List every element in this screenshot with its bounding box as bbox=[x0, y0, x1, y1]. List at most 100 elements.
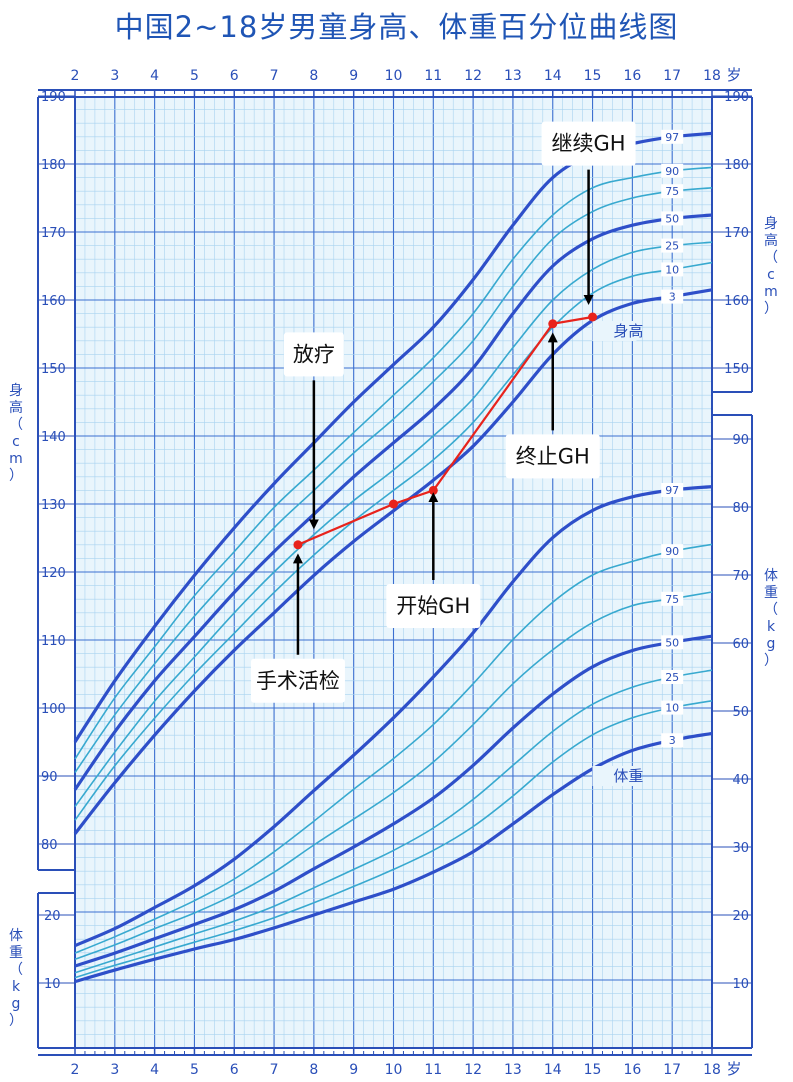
weight-curve-label-bg bbox=[661, 544, 684, 559]
weight-curve-label-bg bbox=[661, 635, 684, 650]
x-bottom-tick-label: 18 bbox=[703, 1062, 721, 1078]
height-left-tick-label: 190 bbox=[41, 90, 66, 105]
height-left-tick-label: 140 bbox=[41, 430, 66, 445]
weight-curve-label-bg bbox=[661, 591, 684, 606]
x-top-tick-label: 9 bbox=[349, 68, 358, 84]
patient-point bbox=[428, 485, 438, 495]
x-top-tick-label: 10 bbox=[385, 68, 403, 84]
x-bottom-tick-label: 5 bbox=[190, 1062, 199, 1078]
patient-point bbox=[293, 540, 303, 550]
annotation-box bbox=[283, 332, 344, 377]
x-top-tick-label: 5 bbox=[190, 68, 199, 84]
weight-curve-p75 bbox=[74, 591, 713, 960]
weight-curve-label-p3: 3 bbox=[669, 734, 676, 747]
annotation-box bbox=[250, 658, 345, 703]
height-right-tick-label: 190 bbox=[724, 90, 749, 105]
height-curve-label-p97: 97 bbox=[665, 131, 679, 144]
weight-axis-title-right: 体重（ k g） bbox=[764, 568, 778, 669]
weight-curve-p50 bbox=[74, 634, 713, 968]
weight-curve-label-p50: 50 bbox=[665, 636, 679, 649]
x-bottom-tick-label: 17 bbox=[663, 1062, 681, 1078]
height-left-tick-label: 130 bbox=[41, 498, 66, 513]
weight-curve-label-p97: 97 bbox=[665, 484, 679, 497]
weight-right-tick-label: 80 bbox=[732, 501, 749, 516]
weight-curve-p3 bbox=[74, 731, 713, 984]
x-top-tick-label: 12 bbox=[464, 68, 482, 84]
height-curve-label-bg bbox=[661, 289, 684, 304]
x-bottom-tick-label: 11 bbox=[424, 1062, 442, 1078]
x-bottom-tick-label: 6 bbox=[230, 1062, 239, 1078]
height-curve-p50 bbox=[73, 213, 713, 791]
height-curve-label-p25: 25 bbox=[665, 240, 679, 253]
annotation-label: 开始GH bbox=[396, 594, 470, 618]
height-right-tick-label: 160 bbox=[724, 294, 749, 309]
height-curve-label-p3: 3 bbox=[669, 291, 676, 304]
x-top-unit-label: 岁 bbox=[726, 66, 741, 84]
weight-curve-p90 bbox=[74, 543, 713, 954]
x-top-tick-label: 2 bbox=[71, 68, 80, 84]
x-top-tick-label: 7 bbox=[270, 68, 279, 84]
chart-title: 中国2~18岁男童身高、体重百分位曲线图 bbox=[114, 10, 679, 44]
x-bottom-unit-label: 岁 bbox=[726, 1060, 741, 1078]
height-left-tick-label: 180 bbox=[41, 158, 66, 173]
x-top-tick-label: 15 bbox=[584, 68, 602, 84]
height-set-label-bg bbox=[592, 321, 637, 341]
x-top-tick-label: 16 bbox=[623, 68, 641, 84]
x-bottom-tick-label: 9 bbox=[349, 1062, 358, 1078]
weight-curve-label-p75: 75 bbox=[665, 593, 679, 606]
height-left-tick-label: 90 bbox=[41, 770, 58, 785]
weight-curve-p10 bbox=[74, 700, 713, 979]
x-bottom-tick-label: 3 bbox=[110, 1062, 119, 1078]
x-bottom-tick-label: 13 bbox=[504, 1062, 522, 1078]
height-curve-p3 bbox=[73, 288, 713, 835]
annotation-label: 继续GH bbox=[552, 132, 626, 156]
patient-point bbox=[548, 319, 558, 329]
weight-curve-label-bg bbox=[661, 670, 684, 684]
weight-set-label-bg bbox=[592, 766, 637, 786]
annotation-label: 放疗 bbox=[293, 342, 335, 366]
height-right-tick-label: 170 bbox=[724, 226, 749, 241]
weight-left-tick-label: 10 bbox=[44, 977, 61, 992]
height-axis-title-right: 身高（ c m） bbox=[764, 216, 778, 317]
weight-curve-label-p25: 25 bbox=[665, 671, 679, 684]
height-curve-label-bg bbox=[661, 184, 684, 199]
height-left-tick-label: 120 bbox=[41, 566, 66, 581]
height-curve-label-p10: 10 bbox=[665, 263, 679, 276]
weight-right-tick-label: 10 bbox=[732, 977, 749, 992]
weight-curve-p97 bbox=[74, 485, 713, 948]
height-curve-p75 bbox=[74, 187, 713, 774]
weight-right-tick-label: 60 bbox=[732, 637, 749, 652]
height-curve-p90 bbox=[74, 166, 713, 760]
height-axis-title-left: 身高（ c m） bbox=[9, 383, 23, 484]
height-curve-label-bg bbox=[661, 129, 684, 144]
height-curve-label-p75: 75 bbox=[665, 185, 679, 198]
x-bottom-tick-label: 2 bbox=[71, 1062, 80, 1078]
x-bottom-tick-label: 7 bbox=[270, 1062, 279, 1078]
height-left-tick-label: 80 bbox=[41, 838, 58, 853]
weight-right-tick-label: 40 bbox=[732, 773, 749, 788]
weight-right-tick-label: 30 bbox=[732, 841, 749, 856]
x-top-tick-label: 6 bbox=[230, 68, 239, 84]
annotation-label: 手术活检 bbox=[256, 669, 340, 693]
x-bottom-tick-label: 15 bbox=[584, 1062, 602, 1078]
annotation-box bbox=[505, 434, 600, 479]
x-bottom-tick-label: 8 bbox=[309, 1062, 318, 1078]
weight-axis-title-left: 体重（ k g） bbox=[9, 928, 23, 1029]
height-curve-p25 bbox=[74, 241, 713, 808]
weight-right-tick-label: 90 bbox=[732, 433, 749, 448]
x-bottom-tick-label: 12 bbox=[464, 1062, 482, 1078]
annotation-box bbox=[541, 121, 636, 166]
patient-point bbox=[588, 312, 598, 322]
height-curve-label-bg bbox=[661, 262, 684, 277]
annotation-label: 终止GH bbox=[516, 444, 590, 468]
weight-right-tick-label: 50 bbox=[732, 705, 749, 720]
height-curve-label-p90: 90 bbox=[665, 165, 679, 178]
height-curve-label-p50: 50 bbox=[665, 212, 679, 225]
height-curve-p10 bbox=[74, 261, 713, 821]
weight-set-label: 体重 bbox=[613, 767, 643, 785]
height-curve-label-bg bbox=[661, 238, 684, 253]
height-right-tick-label: 180 bbox=[724, 158, 749, 173]
annotation-box bbox=[386, 584, 481, 628]
weight-curve-label-bg bbox=[661, 483, 684, 497]
